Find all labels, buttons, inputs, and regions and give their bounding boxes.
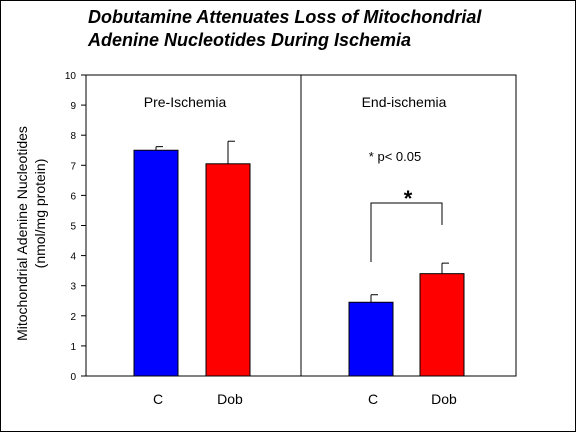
panel-label: Pre-Ischemia — [144, 94, 227, 110]
x-tick-label: C — [153, 391, 163, 407]
x-tick-label: Dob — [217, 391, 243, 407]
chart-title-line-2: Adenine Nucleotides During Ischemia — [88, 30, 412, 50]
y-tick-label: 7 — [70, 161, 76, 172]
y-tick-label: 0 — [70, 372, 76, 383]
bar — [205, 163, 251, 377]
chart-title-line-1: Dobutamine Attenuates Loss of Mitochondr… — [88, 7, 482, 27]
y-tick-label: 4 — [70, 252, 76, 263]
y-tick-label: 1 — [70, 342, 76, 353]
significance-marker: * — [404, 186, 413, 211]
bar — [419, 273, 465, 377]
significance-bracket — [370, 202, 443, 262]
bar — [133, 149, 179, 377]
y-tick-label: 8 — [70, 131, 76, 142]
y-tick-label: 9 — [70, 101, 76, 112]
y-tick-label: 10 — [65, 71, 77, 82]
y-tick-label: 2 — [70, 312, 76, 323]
y-axis-label-units: (nmol/mg protein) — [32, 159, 48, 269]
x-tick-label: Dob — [431, 391, 457, 407]
bar — [348, 301, 394, 377]
y-axis-label: Mitochondrial Adenine Nucleotides — [14, 126, 30, 341]
y-tick-label: 6 — [70, 191, 76, 202]
panel-label: End-ischemia — [362, 94, 447, 110]
y-tick-label: 5 — [70, 222, 76, 233]
x-tick-label: C — [368, 391, 378, 407]
y-tick-label: 3 — [70, 282, 76, 293]
p-value-annotation: * p< 0.05 — [369, 149, 421, 164]
